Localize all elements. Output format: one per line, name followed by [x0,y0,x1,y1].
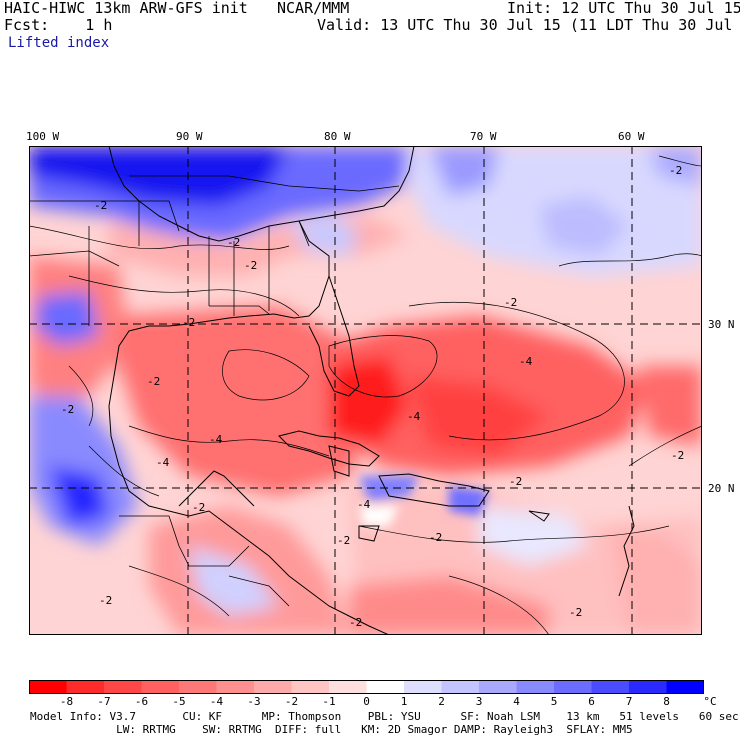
colorbar-swatch [254,680,292,694]
colorbar-tick-label: 5 [550,695,558,708]
colorbar-swatch [66,680,105,694]
lifted-index-map: -2 -2 -2 -2 -2 -2 -2 -2 -2 -4 -4 -4 -4 -… [29,146,702,635]
colorbar-tick-label: 6 [588,695,595,708]
colorbar-swatch [629,680,667,694]
lon-label-90w: 90 W [176,130,203,143]
contour-label: -2 [227,236,240,249]
colorbar-tick-label: -1 [322,695,336,708]
colorbar-swatch [104,680,142,694]
colorbar-tick-label: 0 [363,695,370,708]
contour-label: -2 [244,259,257,272]
field-name: Lifted index [8,35,110,51]
contour-label: -2 [429,531,442,544]
colorbar-swatch [554,680,592,694]
colorbar-tick-label: -2 [284,695,299,708]
colorbar-tick-label: -6 [134,695,149,708]
colorbar-tick-label: 4 [513,695,520,708]
colorbar-swatch [516,680,555,694]
colorbar-tick-label: 2 [438,695,445,708]
lon-label-60w: 60 W [618,130,645,143]
contour-label: -2 [99,594,112,607]
contour-label: -2 [509,475,522,488]
colorbar-swatch [441,680,480,694]
forecast-hour: Fcst: 1 h [4,16,113,34]
model-info-line2: LW: RRTMG SW: RRTMG DIFF: full KM: 2D Sm… [30,723,633,736]
colorbar-swatch [479,680,517,694]
lat-label-30n: 30 N [708,318,735,331]
contours [29,155,702,635]
lon-label-80w: 80 W [324,130,351,143]
contour-label: -2 [504,296,517,309]
contour-label: -2 [192,501,205,514]
colorbar-swatch [404,680,442,694]
colorbar-swatch [291,680,330,694]
colorbar-swatch [366,680,405,694]
contour-labels: -2 -2 -2 -2 -2 -2 -2 -2 -2 -4 -4 -4 -4 -… [61,164,684,629]
field-shading [29,146,702,635]
colorbar-swatch [29,680,67,694]
coastlines [108,146,635,635]
colorbar-tick-label: 1 [400,695,408,708]
contour-label: -2 [337,534,350,547]
colorbar-swatch [666,680,704,694]
colorbar-frame [29,680,704,694]
colorbar-tick-label: 7 [625,695,633,708]
colorbar-swatch [329,680,367,694]
model-title: HAIC-HIWC 13km ARW-GFS init [4,0,248,17]
contour-label: -2 [671,449,684,462]
contour-label: -2 [349,616,362,629]
init-time: Init: 12 UTC Thu 30 Jul 15 [507,0,740,17]
colorbar-tick-label: -5 [172,695,186,708]
contour-label: -4 [407,410,421,423]
colorbar-swatches [29,680,704,694]
contour-label: -2 [569,606,582,619]
contour-label: -2 [61,403,74,416]
colorbar-tick-label: -8 [59,695,74,708]
colorbar-swatch [216,680,255,694]
contour-label: -2 [147,375,160,388]
contour-label: -2 [669,164,682,177]
model-info-line1: Model Info: V3.7 CU: KF MP: Thompson PBL… [30,710,739,723]
colorbar-tick-label: -4 [209,695,224,708]
valid-time: Valid: 13 UTC Thu 30 Jul 15 (11 LDT Thu … [317,16,740,34]
colorbar-tick-label: -3 [247,695,261,708]
contour-label: -2 [94,199,107,212]
colorbar-swatch [179,680,217,694]
colorbar-tick-label: 8 [663,695,670,708]
org-label: NCAR/MMM [277,0,350,17]
colorbar-unit: °C [703,695,717,708]
contour-label: -4 [519,355,533,368]
state-borders [29,175,400,607]
lon-label-100w: 100 W [26,130,60,143]
contour-label: -2 [182,316,195,329]
colorbar-tick-label: -7 [97,695,111,708]
lat-lon-grid [29,146,702,635]
colorbar-tick-label: 3 [475,695,483,708]
contour-label: -4 [209,433,223,446]
colorbar-swatch [591,680,630,694]
colorbar [29,680,704,694]
contour-label: -4 [357,498,371,511]
lon-label-70w: 70 W [470,130,497,143]
colorbar-swatch [141,680,180,694]
contour-label: -4 [156,456,170,469]
field-detail [359,476,489,526]
map-frame [29,146,702,635]
lat-label-20n: 20 N [708,482,735,495]
